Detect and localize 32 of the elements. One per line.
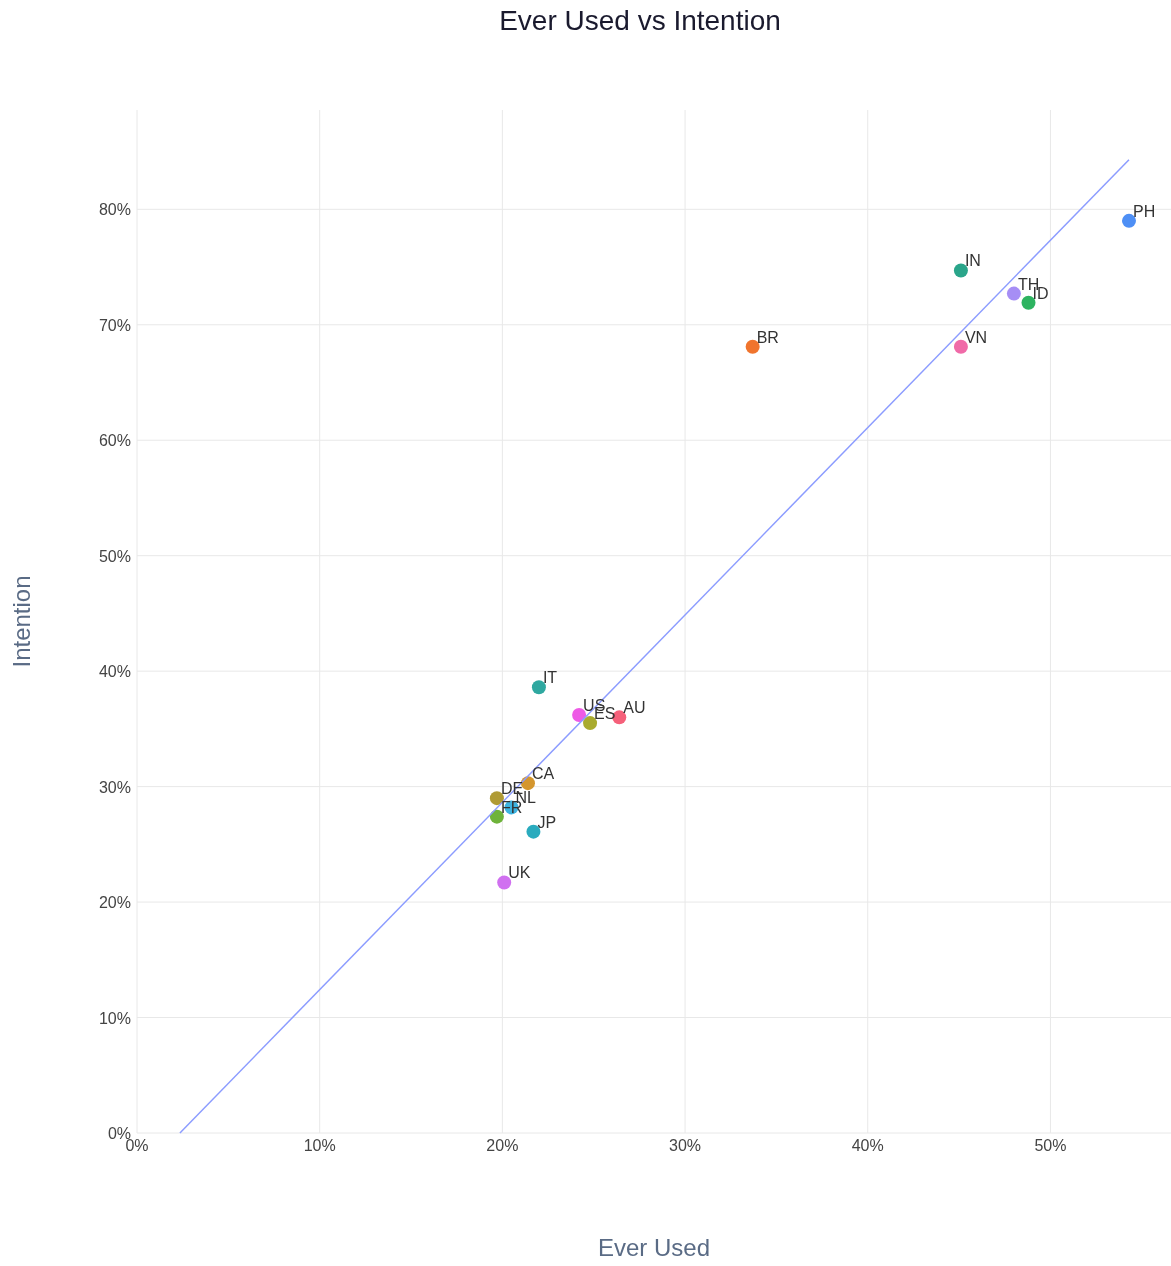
point: [1121, 213, 1136, 228]
point: [489, 791, 504, 806]
x-tick-label: 30%: [669, 1137, 702, 1154]
y-tick-label: 20%: [98, 894, 131, 912]
x-axis-title: Ever Used: [597, 1234, 711, 1261]
x-tick-label: 10%: [303, 1137, 336, 1154]
annotation: IT: [542, 669, 558, 687]
point: [1021, 295, 1036, 310]
y-tick-label: 80%: [98, 201, 131, 219]
x-tick-label: 20%: [486, 1137, 519, 1154]
chart-title: Ever Used vs Intention: [499, 5, 781, 36]
annotation: UK: [508, 864, 531, 882]
y-tick-label: 60%: [98, 432, 131, 450]
annotation: CA: [531, 765, 555, 783]
x-tick-label: 40%: [851, 1137, 884, 1154]
annotation: AU: [623, 699, 646, 717]
annotation: BR: [756, 328, 779, 346]
annotation: JP: [537, 813, 557, 831]
annotation: IN: [964, 252, 981, 270]
annotation: PH: [1132, 202, 1156, 220]
point: [489, 809, 504, 824]
point: [953, 263, 968, 278]
y-tick-label: 30%: [98, 778, 131, 796]
x-tick-label: 50%: [1034, 1137, 1067, 1154]
y-tick-label: 10%: [98, 1009, 131, 1027]
y-tick-label: 40%: [98, 663, 131, 681]
y-axis-title: Intention: [8, 575, 35, 668]
y-tick-label: 50%: [98, 547, 131, 565]
point: [745, 339, 760, 354]
point: [531, 680, 546, 695]
y-tick-label: 70%: [98, 316, 131, 334]
annotation: VN: [964, 328, 988, 346]
